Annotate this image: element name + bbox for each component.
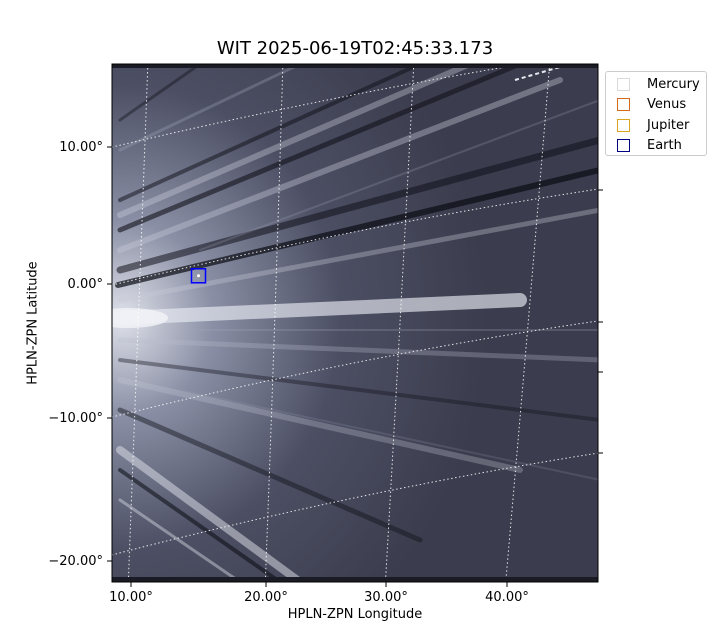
coordinate-grid — [112, 64, 598, 582]
chart-title: WIT 2025-06-19T02:45:33.173 — [216, 38, 494, 59]
comet-trail — [514, 66, 561, 81]
y-tick-label: −10.00° — [48, 411, 103, 426]
image-background — [112, 64, 598, 582]
legend: Mercury Venus Jupiter Earth — [605, 71, 707, 156]
legend-label: Venus — [647, 97, 687, 112]
planet-dot — [197, 274, 200, 278]
legend-label: Jupiter — [647, 117, 690, 133]
streamer-17 — [199, 99, 598, 251]
legend-swatch — [617, 98, 630, 111]
legend-item-venus: Venus — [617, 97, 686, 113]
x-axis-label: HPLN-ZPN Longitude — [287, 607, 423, 622]
x-tick-label: 20.00° — [244, 590, 288, 605]
plot-frame — [111, 63, 599, 583]
marker-earth — [190, 268, 207, 284]
streamers — [112, 64, 598, 582]
streamer-7 — [118, 64, 422, 202]
streamer-6 — [117, 64, 473, 218]
grid-parallel-2 — [112, 320, 598, 418]
grid-meridian-3 — [505, 64, 551, 582]
streamer-2 — [116, 136, 598, 274]
streamer-11 — [117, 407, 423, 543]
legend-swatch — [617, 77, 630, 91]
streamer-9 — [118, 358, 598, 422]
y-tick-label: −20.00° — [48, 554, 103, 569]
y-axis-label: HPLN-ZPN Latitude — [25, 261, 41, 385]
streamer-19 — [179, 389, 598, 481]
legend-swatch — [617, 139, 630, 152]
plot-area — [112, 64, 598, 582]
streamer-3 — [115, 167, 598, 288]
streamer-12 — [116, 446, 304, 582]
streamer-1 — [117, 207, 598, 303]
streamer-0 — [113, 293, 527, 325]
x-tick-label: 10.00° — [109, 590, 153, 605]
axis-ticks: 10.00° 20.00° 30.00° 40.00° 10.00° 0.00° −10.0… — [48, 140, 603, 605]
streamer-8 — [117, 337, 598, 363]
streamer-16 — [118, 64, 202, 122]
legend-item-jupiter: Jupiter — [617, 117, 689, 133]
grid-parallel-3 — [112, 452, 598, 556]
planet-markers — [190, 268, 207, 284]
top-strip — [112, 64, 598, 68]
bottom-strip — [112, 577, 598, 582]
x-tick-label: 40.00° — [485, 590, 529, 605]
x-tick-label: 30.00° — [364, 590, 408, 605]
y-tick-label: 0.00° — [68, 277, 103, 292]
y-tick-label: 10.00° — [59, 140, 103, 155]
legend-label: Earth — [647, 138, 682, 153]
streamer-5 — [117, 64, 523, 233]
legend-item-mercury: Mercury — [617, 76, 700, 92]
legend-label: Mercury — [647, 76, 700, 92]
streamer-14 — [118, 498, 242, 582]
streamer-13 — [118, 468, 282, 582]
streamer-15 — [118, 64, 302, 152]
grid-parallel-1 — [112, 188, 598, 286]
streamer-10 — [117, 377, 523, 473]
streamer-4 — [117, 77, 563, 253]
legend-swatch — [617, 118, 630, 132]
bright-core — [112, 308, 168, 328]
legend-item-earth: Earth — [617, 138, 682, 154]
